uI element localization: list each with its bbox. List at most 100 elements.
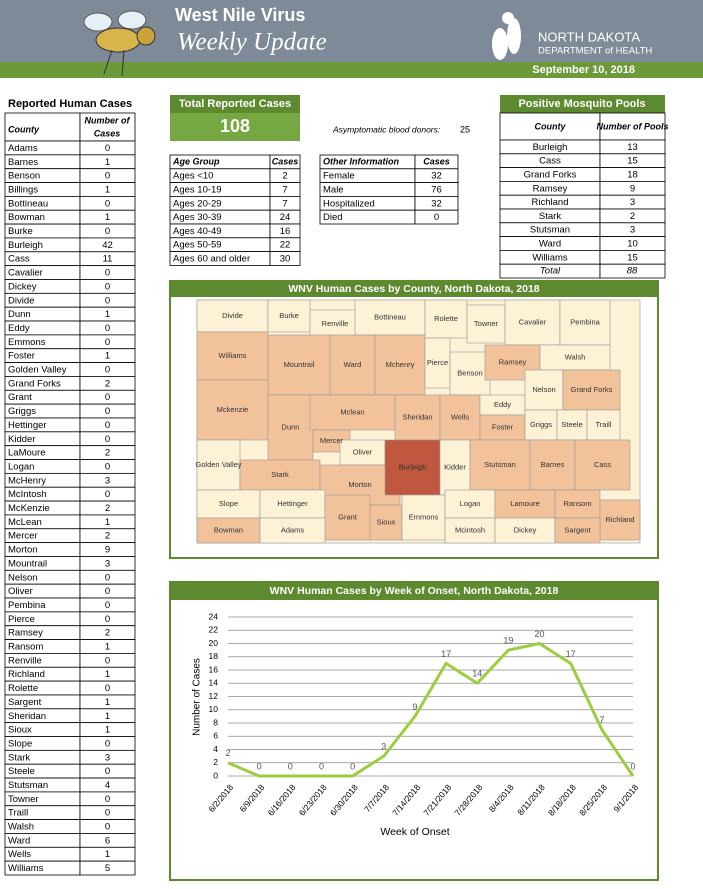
county-cell-text: Rolette: [8, 683, 38, 694]
y-tick-label: 22: [209, 625, 219, 635]
y-tick-label: 0: [213, 770, 218, 780]
other_table-cell-text: 32: [431, 171, 442, 182]
county-region: [554, 489, 601, 519]
county-cell-text: Pierce: [8, 614, 35, 625]
county-cell-text: 0: [105, 808, 110, 819]
county-cell-text: 1: [105, 849, 110, 860]
other_table-cell-text: 0: [434, 212, 439, 223]
county-cell-text: Sioux: [8, 725, 32, 736]
county-label: Towner: [474, 319, 499, 328]
data-label: 17: [566, 649, 576, 659]
chart-title-bar: [170, 582, 658, 600]
data-label: 14: [472, 669, 482, 679]
y-tick-label: 6: [213, 731, 218, 741]
county-cell-text: 0: [105, 683, 110, 694]
mosquito-cell-text: Stark: [539, 211, 561, 222]
county-cell-text: 1: [105, 157, 110, 168]
county-cell-text: Griggs: [8, 406, 36, 417]
county-label: Foster: [492, 422, 514, 431]
county-region: [196, 299, 269, 333]
county-cell-text: 0: [105, 738, 110, 749]
data-label: 0: [630, 761, 635, 771]
county-label: Golden Valley: [195, 460, 241, 469]
county-label: Grant: [338, 512, 358, 521]
y-tick-label: 14: [209, 678, 219, 688]
county-cell-text: 0: [105, 572, 110, 583]
county-label: Mcintosh: [455, 525, 485, 534]
county-cell-text: 0: [105, 434, 110, 445]
county-label: Dickey: [514, 525, 537, 534]
mosquito-total-value: 88: [627, 266, 638, 277]
mosquito-cell-text: 10: [627, 239, 638, 250]
table-header: County: [8, 124, 40, 134]
county-label: Adams: [281, 525, 305, 534]
data-label: 19: [503, 636, 513, 646]
county-label: Nelson: [532, 385, 555, 394]
county-cell-text: Dickey: [8, 281, 37, 292]
county-region: [444, 517, 496, 544]
county-cell-text: Steele: [8, 766, 35, 777]
data-label: 0: [350, 761, 355, 771]
county-cell-text: McLean: [8, 517, 42, 528]
county-cell-text: Ramsey: [8, 628, 43, 639]
county-region: [401, 494, 446, 541]
other_table-cell-text: 76: [431, 185, 442, 196]
header-subtitle: Weekly Update: [177, 29, 327, 56]
y-tick-label: 20: [209, 638, 219, 648]
y-tick-label: 4: [213, 744, 218, 754]
mosquito-cell-text: 15: [627, 252, 638, 263]
county-cell-text: 0: [105, 822, 110, 833]
mosquito-cell-text: Williams: [532, 252, 568, 263]
county-label: Sioux: [377, 517, 396, 526]
age_table-cell-text: Ages 30-39: [173, 212, 222, 223]
x-axis-label: Week of Onset: [380, 826, 449, 838]
county-cell-text: 0: [105, 337, 110, 348]
county-cell-text: Renville: [8, 655, 42, 666]
county-cell-text: 1: [105, 184, 110, 195]
table-header: Number of: [85, 115, 131, 125]
county-cell-text: 0: [105, 461, 110, 472]
age_table-cell-text: Ages 60 and older: [173, 254, 250, 265]
county-region: [524, 409, 558, 441]
county-cell-text: 42: [102, 240, 113, 251]
age_table-cell-text: Ages 50-59: [173, 240, 222, 251]
county-cell-text: 0: [105, 198, 110, 209]
county-cell-text: Kidder: [8, 434, 35, 445]
county-label: Lamoure: [510, 499, 540, 508]
county-region: [424, 299, 468, 339]
total-value-box: [170, 113, 300, 141]
county-label: Rolette: [434, 314, 458, 323]
age_table-cell-text: 30: [280, 254, 291, 265]
county-cell-text: 1: [105, 642, 110, 653]
county-cell-text: 3: [105, 752, 110, 763]
other_table-cell-text: Female: [323, 171, 355, 182]
county-cell-text: 0: [105, 295, 110, 306]
county-cell-text: Ransom: [8, 642, 43, 653]
mosquito-cell-text: 9: [630, 183, 635, 194]
map-title: WNV Human Cases by County, North Dakota,…: [288, 283, 539, 295]
county-region: [196, 489, 261, 519]
county-region: [449, 351, 491, 396]
county-cell-text: 0: [105, 600, 110, 611]
county-region: [259, 489, 326, 519]
org-name: NORTH DAKOTA: [538, 29, 640, 44]
age_table-cell-text: 2: [282, 171, 287, 182]
county-cell-text: Barnes: [8, 157, 38, 168]
county-cell-text: Divide: [8, 295, 34, 306]
y-tick-label: 2: [213, 757, 218, 767]
table-header: Cases: [94, 128, 121, 138]
county-region: [574, 439, 631, 491]
data-label: 20: [535, 629, 545, 639]
mosquito-title: Positive Mosquito Pools: [518, 98, 645, 110]
county-cell-text: McKenzie: [8, 503, 50, 514]
header-title: West Nile Virus: [175, 5, 305, 25]
county-cell-text: 2: [105, 628, 110, 639]
county-region: [439, 439, 471, 496]
county-label: Mercer: [320, 436, 344, 445]
county-cell-text: 0: [105, 171, 110, 182]
county-cell-text: Wells: [8, 849, 31, 860]
mosquito-cell-text: 18: [627, 170, 638, 181]
y-tick-label: 8: [213, 717, 218, 727]
mosquito-cell-text: 15: [627, 156, 638, 167]
county-label: Steele: [561, 420, 582, 429]
